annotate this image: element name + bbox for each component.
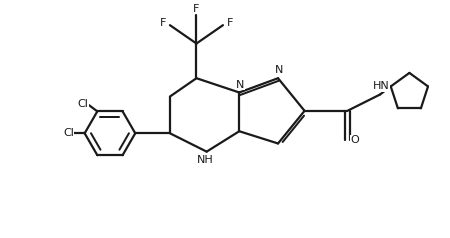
- Text: HN: HN: [373, 81, 390, 91]
- Text: Cl: Cl: [77, 99, 89, 109]
- Text: NH: NH: [197, 155, 213, 165]
- Text: F: F: [227, 18, 234, 28]
- Text: Cl: Cl: [63, 128, 74, 138]
- Text: N: N: [236, 80, 244, 90]
- Text: F: F: [193, 4, 200, 14]
- Text: O: O: [351, 135, 359, 145]
- Text: F: F: [159, 18, 166, 28]
- Text: N: N: [274, 65, 283, 75]
